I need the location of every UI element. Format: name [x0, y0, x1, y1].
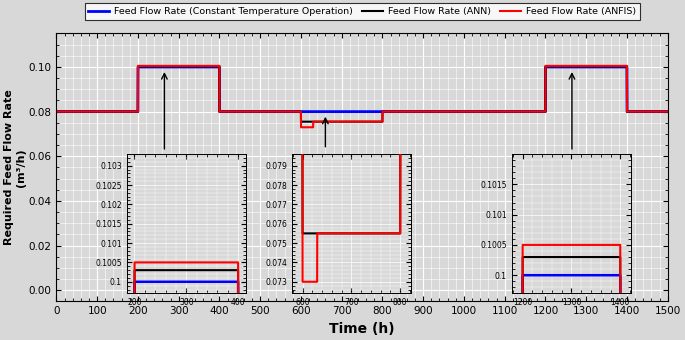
Line: Feed Flow Rate (Constant Temperature Operation): Feed Flow Rate (Constant Temperature Ope… [56, 67, 668, 112]
Feed Flow Rate (Constant Temperature Operation) [244, 109, 252, 114]
Feed Flow Rate (Constant Temperature Operation) [134, 65, 142, 69]
Feed Flow Rate (ANFIS) [284, 109, 292, 114]
Feed Flow Rate (ANFIS) [468, 109, 476, 114]
Feed Flow Rate (Constant Temperature Operation) [484, 109, 492, 114]
Line: Feed Flow Rate (ANFIS): Feed Flow Rate (ANFIS) [56, 66, 668, 127]
Feed Flow Rate (ANN) [52, 109, 60, 114]
Feed Flow Rate (Constant Temperature Operation) [600, 65, 608, 69]
Feed Flow Rate (Constant Temperature Operation) [664, 109, 672, 114]
Feed Flow Rate (ANN) [297, 120, 305, 124]
Feed Flow Rate (ANFIS) [297, 125, 305, 129]
Feed Flow Rate (Constant Temperature Operation) [284, 109, 292, 114]
Feed Flow Rate (ANN) [664, 109, 672, 114]
Feed Flow Rate (Constant Temperature Operation) [468, 109, 476, 114]
Feed Flow Rate (ANFIS) [600, 64, 608, 68]
Feed Flow Rate (ANFIS) [52, 109, 60, 114]
Y-axis label: Required Feed Flow Rate
(m³/h): Required Feed Flow Rate (m³/h) [4, 89, 26, 245]
Feed Flow Rate (ANN) [134, 64, 142, 68]
Feed Flow Rate (Constant Temperature Operation) [52, 109, 60, 114]
Feed Flow Rate (ANFIS) [134, 64, 142, 68]
Feed Flow Rate (ANFIS) [428, 109, 436, 114]
Line: Feed Flow Rate (ANN): Feed Flow Rate (ANN) [56, 66, 668, 122]
Feed Flow Rate (ANN) [284, 109, 292, 114]
Feed Flow Rate (ANN) [468, 109, 476, 114]
Feed Flow Rate (ANN) [428, 109, 436, 114]
Feed Flow Rate (ANN) [244, 109, 252, 114]
Feed Flow Rate (Constant Temperature Operation) [428, 109, 436, 114]
Feed Flow Rate (ANN) [600, 64, 608, 68]
Feed Flow Rate (ANFIS) [244, 109, 252, 114]
Feed Flow Rate (ANFIS) [484, 109, 492, 114]
Feed Flow Rate (ANFIS) [664, 109, 672, 114]
X-axis label: Time (h): Time (h) [329, 322, 395, 336]
Legend: Feed Flow Rate (Constant Temperature Operation), Feed Flow Rate (ANN), Feed Flow: Feed Flow Rate (Constant Temperature Ope… [84, 3, 640, 20]
Feed Flow Rate (ANN) [484, 109, 492, 114]
